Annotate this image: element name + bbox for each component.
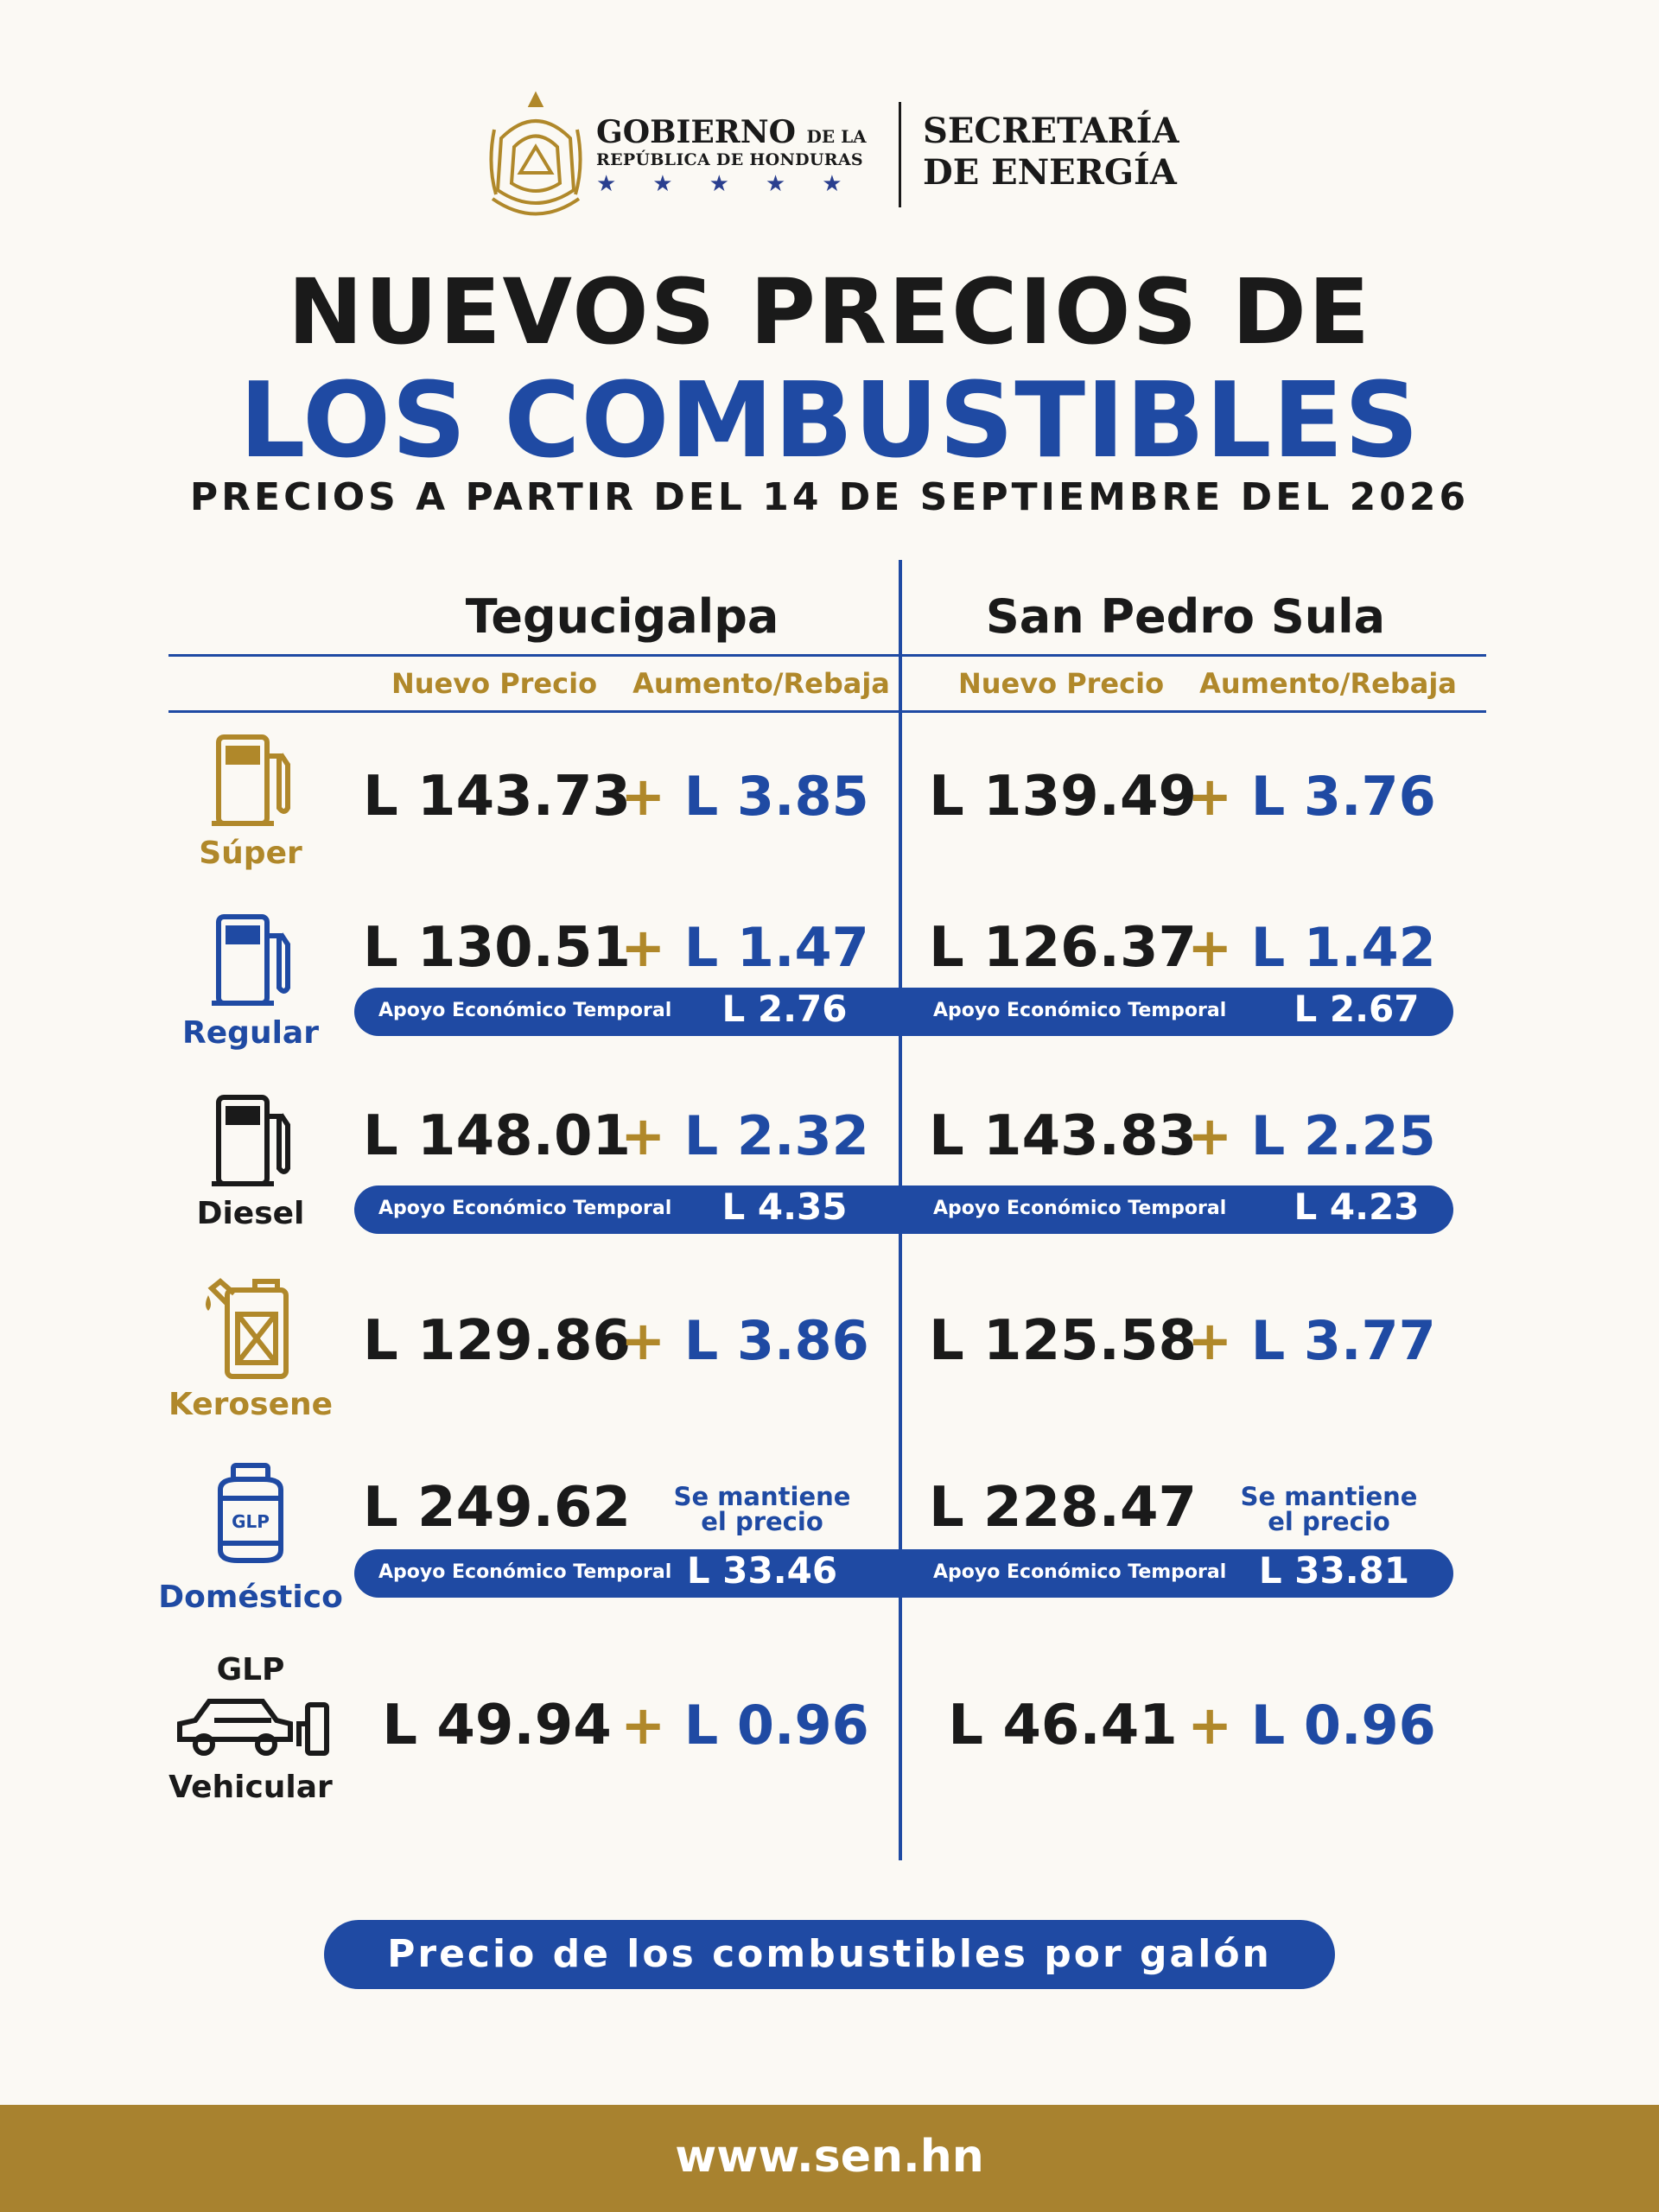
apoyo-label-regular-teg: Apoyo Económico Temporal	[378, 1000, 672, 1021]
fuel-pump-icon	[212, 734, 290, 826]
price-kerosene-teg: L 129.86	[362, 1309, 632, 1373]
city-san-pedro-sula: San Pedro Sula	[985, 589, 1386, 644]
honduras-coat-of-arms-icon	[489, 91, 582, 216]
col-nuevo-precio-teg: Nuevo Precio	[391, 667, 598, 700]
fuel-label-vehicular: Vehicular	[168, 1770, 333, 1805]
svg-text:GLP: GLP	[232, 1511, 270, 1532]
change-diesel-teg: + L 2.32	[620, 1104, 869, 1167]
apoyo-regular-teg: L 2.76	[721, 988, 848, 1030]
footer-bar	[0, 2105, 1659, 2212]
change-super-sps: + L 3.76	[1187, 765, 1436, 828]
city-tegucigalpa: Tegucigalpa	[465, 589, 779, 644]
website-link[interactable]: www.sen.hn	[675, 2131, 984, 2183]
fuel-label-regular: Regular	[182, 1015, 319, 1051]
col-aumento-rebaja-sps: Aumento/Rebaja	[1199, 667, 1457, 700]
price-diesel-sps: L 143.83	[928, 1104, 1198, 1168]
status-domestico-teg: Se mantiene el precio	[673, 1482, 851, 1536]
price-diesel-teg: L 148.01	[362, 1104, 632, 1168]
price-domestico-sps: L 228.47	[928, 1476, 1198, 1540]
gas-cylinder-icon: GLP	[218, 1463, 283, 1563]
apoyo-label-domestico-teg: Apoyo Económico Temporal	[378, 1561, 672, 1583]
change-vehicular-teg: + L 0.96	[620, 1694, 869, 1757]
government-country: REPÚBLICA DE HONDURAS	[596, 150, 863, 169]
subtitle: PRECIOS A PARTIR DEL 14 DE SEPTIEMBRE DE…	[189, 475, 1470, 519]
per-gallon-note: Precio de los combustibles por galón	[324, 1920, 1335, 1989]
car-fuel-icon	[177, 1699, 329, 1756]
price-regular-sps: L 126.37	[928, 916, 1198, 980]
apoyo-domestico-sps: L 33.81	[1258, 1549, 1410, 1592]
change-regular-teg: + L 1.47	[620, 916, 869, 979]
col-aumento-rebaja-teg: Aumento/Rebaja	[632, 667, 890, 700]
apoyo-label-domestico-sps: Apoyo Económico Temporal	[933, 1561, 1227, 1583]
change-kerosene-sps: + L 3.77	[1187, 1309, 1436, 1372]
apoyo-domestico-teg: L 33.46	[686, 1549, 838, 1592]
apoyo-label-regular-sps: Apoyo Económico Temporal	[933, 1000, 1227, 1021]
col-nuevo-precio-sps: Nuevo Precio	[957, 667, 1165, 700]
status-domestico-sps: Se mantiene el precio	[1240, 1482, 1418, 1536]
price-domestico-teg: L 249.62	[362, 1476, 632, 1540]
fuel-pump-icon	[212, 1095, 290, 1186]
fuel-label-domestico: Doméstico	[158, 1580, 343, 1615]
price-vehicular-sps: L 46.41	[948, 1694, 1178, 1758]
government-name: GOBIERNO DE LA	[596, 114, 867, 150]
price-vehicular-teg: L 49.94	[382, 1694, 612, 1758]
apoyo-regular-sps: L 2.67	[1294, 988, 1420, 1030]
title-line-2: LOS COMBUSTIBLES	[238, 361, 1421, 481]
fuel-label-super: Súper	[199, 836, 302, 871]
apoyo-diesel-teg: L 4.35	[721, 1185, 848, 1228]
apoyo-band-regular	[354, 988, 1453, 1036]
header-rule-top	[168, 654, 1486, 657]
apoyo-diesel-sps: L 4.23	[1294, 1185, 1420, 1228]
fuel-pump-icon	[212, 914, 290, 1006]
change-regular-sps: + L 1.42	[1187, 916, 1436, 979]
fuel-label-glp: GLP	[216, 1652, 285, 1688]
header-divider	[899, 102, 901, 207]
apoyo-band-diesel	[354, 1185, 1453, 1234]
change-super-teg: + L 3.85	[620, 765, 869, 828]
jerrycan-icon	[206, 1278, 289, 1379]
title-line-1: NUEVOS PRECIOS DE	[288, 259, 1371, 365]
price-kerosene-sps: L 125.58	[928, 1309, 1198, 1373]
fuel-label-diesel: Diesel	[196, 1196, 305, 1231]
change-vehicular-sps: + L 0.96	[1187, 1694, 1436, 1757]
secretaria-name: SECRETARÍA DE ENERGÍA	[923, 111, 1179, 193]
change-kerosene-teg: + L 3.86	[620, 1309, 869, 1372]
price-super-sps: L 139.49	[928, 765, 1198, 829]
apoyo-label-diesel-sps: Apoyo Económico Temporal	[933, 1198, 1227, 1219]
stars-decoration: ★★★★★	[596, 171, 879, 197]
header-rule-bottom	[168, 710, 1486, 713]
apoyo-band-domestico	[354, 1549, 1453, 1598]
fuel-label-kerosene: Kerosene	[168, 1387, 334, 1422]
change-diesel-sps: + L 2.25	[1187, 1104, 1436, 1167]
price-regular-teg: L 130.51	[362, 916, 632, 980]
apoyo-label-diesel-teg: Apoyo Económico Temporal	[378, 1198, 672, 1219]
price-super-teg: L 143.73	[362, 765, 632, 829]
